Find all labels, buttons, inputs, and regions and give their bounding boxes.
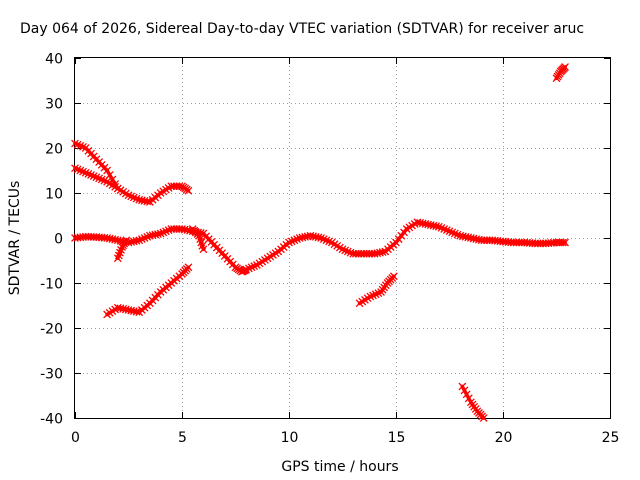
x-tick-label: 20 <box>495 430 513 446</box>
series-track-c <box>71 139 193 206</box>
chart-title: Day 064 of 2026, Sidereal Day-to-day VTE… <box>20 21 584 37</box>
x-tick-label: 5 <box>178 430 187 446</box>
series-track-f <box>103 263 193 319</box>
y-tick-label: -40 <box>40 412 63 428</box>
data-point <box>480 236 489 245</box>
y-tick-label: 10 <box>45 187 63 203</box>
data-point <box>84 232 93 241</box>
data-point <box>172 225 181 233</box>
data-point <box>105 171 114 179</box>
data-point <box>479 414 488 422</box>
data-point <box>167 182 176 191</box>
data-point <box>349 249 358 258</box>
data-point <box>170 182 178 191</box>
y-tick-label: 40 <box>45 52 63 68</box>
data-point <box>559 238 567 247</box>
data-point <box>354 249 363 258</box>
series-track-b <box>71 164 122 193</box>
series-track-h <box>458 382 488 422</box>
data-point <box>531 239 540 248</box>
data-point <box>184 186 193 195</box>
x-tick-label: 15 <box>388 430 406 446</box>
data-point <box>460 386 469 395</box>
x-tick-label: 0 <box>71 430 80 446</box>
data-point <box>357 249 366 258</box>
x-axis-label: GPS time / hours <box>281 459 398 475</box>
series-track-d <box>113 236 131 263</box>
data-point <box>111 180 120 188</box>
y-tick-label: -20 <box>40 322 63 338</box>
data-point <box>167 225 176 233</box>
data-series <box>71 63 569 422</box>
data-point <box>539 239 548 248</box>
data-point <box>485 236 494 245</box>
data-point <box>536 239 545 248</box>
data-point <box>89 233 98 241</box>
x-tick-label: 10 <box>281 430 299 446</box>
data-point <box>170 225 178 233</box>
data-point <box>528 239 537 248</box>
data-point <box>458 382 467 391</box>
data-point <box>483 236 491 245</box>
data-point <box>199 245 208 254</box>
data-point <box>81 232 90 241</box>
series-line <box>73 220 567 274</box>
y-tick-label: 0 <box>54 232 63 248</box>
data-point <box>561 63 569 71</box>
data-point <box>103 166 112 175</box>
data-point <box>561 238 569 247</box>
data-point <box>108 175 117 184</box>
data-point <box>512 238 521 247</box>
data-point <box>533 239 542 248</box>
y-tick-label: -30 <box>40 367 63 383</box>
data-point <box>462 390 471 399</box>
series-track-a <box>71 218 569 276</box>
x-tick-label: 25 <box>602 430 620 446</box>
data-point <box>122 236 131 245</box>
series-track-g <box>355 272 398 308</box>
y-axis-label: SDTVAR / TECUs <box>7 181 23 296</box>
data-point <box>79 233 87 241</box>
data-point <box>362 249 371 258</box>
series-track-e <box>188 225 208 254</box>
data-point <box>507 238 515 247</box>
y-tick-label: -10 <box>40 277 63 293</box>
series-track-i <box>552 63 569 83</box>
data-point <box>172 182 181 191</box>
data-point <box>389 272 398 281</box>
data-point <box>517 238 526 247</box>
data-point <box>351 249 360 258</box>
data-point <box>509 238 518 247</box>
y-tick-label: 30 <box>45 97 63 113</box>
data-point <box>184 263 193 272</box>
data-point <box>477 236 486 245</box>
axis-ticks: 0 5 10 15 20 25 -40 -30 -20 -10 0 10 20 30 40 <box>40 52 619 447</box>
data-point <box>464 394 473 403</box>
data-point <box>87 232 95 241</box>
data-point <box>359 249 368 258</box>
data-point <box>515 238 523 247</box>
data-point <box>365 249 374 258</box>
y-tick-label: 20 <box>45 142 63 158</box>
